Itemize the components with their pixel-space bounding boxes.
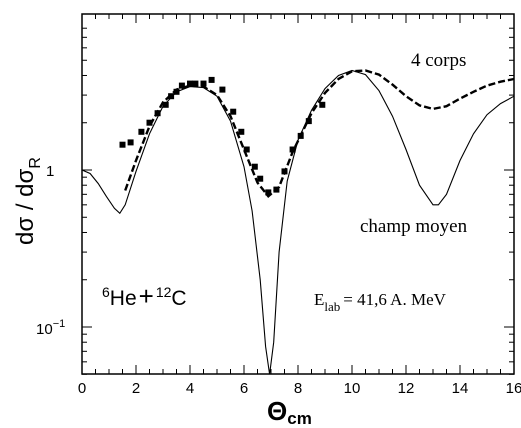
reaction-plus: + xyxy=(139,281,154,311)
data-point-marker xyxy=(208,76,215,83)
x-tick-label: 0 xyxy=(78,380,86,397)
y-tick-label-base: 10 xyxy=(36,321,53,338)
data-point-marker xyxy=(192,80,199,87)
data-point-marker xyxy=(168,93,175,100)
energy-symbol: E xyxy=(314,290,324,309)
reaction-sup-b: 12 xyxy=(156,284,172,300)
x-tick-label: 14 xyxy=(452,380,469,397)
x-tick-label: 8 xyxy=(294,380,302,397)
y-axis-label: dσ / dσR xyxy=(12,157,44,245)
data-point-marker xyxy=(154,110,161,117)
data-point-marker xyxy=(173,88,180,95)
data-point-marker xyxy=(230,108,237,115)
reaction-sup-a: 6 xyxy=(102,284,110,300)
y-axis-label-main: dσ / dσ xyxy=(12,168,39,245)
x-tick-label: 4 xyxy=(186,380,194,397)
x-tick-label: 6 xyxy=(240,380,248,397)
y-axis-label-sub: R xyxy=(27,157,44,169)
y-tick-label-0.1: 10−1 xyxy=(36,318,65,338)
label-4-corps: 4 corps xyxy=(411,50,466,71)
data-point-marker xyxy=(251,163,258,170)
energy-subscript: lab xyxy=(324,299,340,314)
reaction-label: 6He+ 12C xyxy=(102,281,187,311)
data-point-marker xyxy=(127,139,134,146)
data-point-marker xyxy=(146,119,153,126)
data-point-marker xyxy=(238,128,245,135)
data-point-marker xyxy=(138,128,145,135)
data-point-marker xyxy=(119,141,126,148)
x-axis-label-main: Θ xyxy=(267,396,287,426)
data-point-marker xyxy=(178,82,185,89)
y-tick-label-exponent: −1 xyxy=(53,318,66,330)
data-points xyxy=(119,76,326,196)
mean-field-curve xyxy=(81,69,515,375)
data-point-marker xyxy=(305,118,312,125)
x-tick-label: 2 xyxy=(132,380,140,397)
energy-label: Elab = 41,6 A. MeV xyxy=(314,290,447,314)
data-point-marker xyxy=(200,80,207,87)
data-point-marker xyxy=(319,101,326,108)
data-point-marker xyxy=(265,189,272,196)
data-point-marker xyxy=(187,80,193,87)
axis-ticks xyxy=(81,14,515,375)
reaction-nucleus-b: C xyxy=(171,287,186,310)
data-point-marker xyxy=(281,168,288,175)
x-axis-label: Θcm xyxy=(267,396,312,428)
data-point-marker xyxy=(219,86,226,93)
label-champ-moyen: champ moyen xyxy=(360,216,468,237)
data-point-marker xyxy=(257,175,264,182)
data-point-marker xyxy=(273,186,280,193)
x-tick-labels: 0 2 4 6 8 10 12 14 16 xyxy=(78,380,521,397)
reaction-nucleus-a: He xyxy=(110,287,137,310)
x-axis-label-sub: cm xyxy=(287,409,312,428)
data-point-marker xyxy=(289,146,296,153)
x-tick-label: 10 xyxy=(344,380,361,397)
energy-value: = 41,6 A. MeV xyxy=(343,290,446,309)
data-point-marker xyxy=(297,132,304,139)
x-tick-label: 16 xyxy=(506,380,521,397)
data-point-marker xyxy=(243,146,250,153)
y-tick-label-1: 1 xyxy=(46,163,54,180)
data-point-marker xyxy=(162,101,169,108)
x-tick-label: 12 xyxy=(398,380,415,397)
